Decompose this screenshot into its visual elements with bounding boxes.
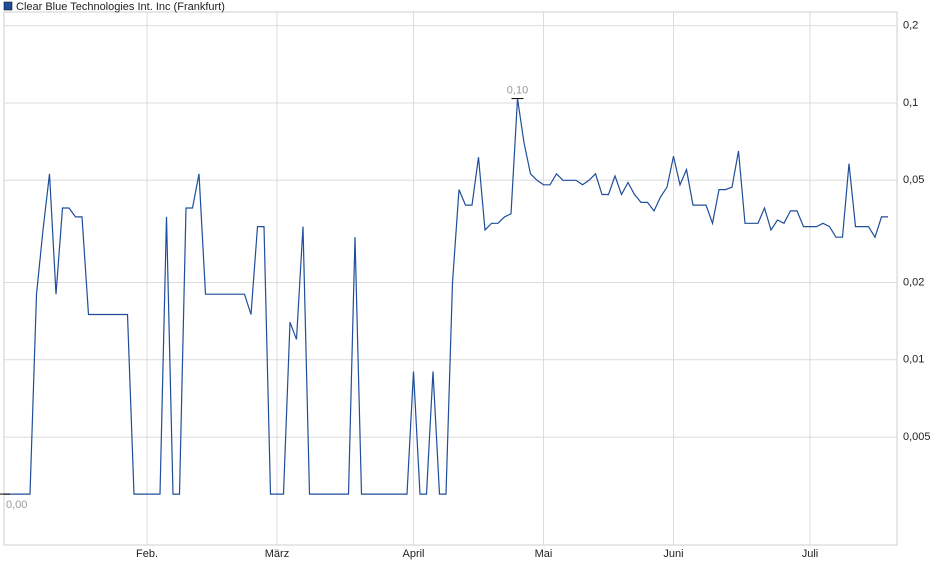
x-tick-label: März [265, 548, 289, 560]
x-tick-label: Feb. [136, 548, 158, 560]
value-label: 0,10 [507, 84, 528, 96]
price-line [4, 98, 888, 495]
x-tick-label: Juli [802, 548, 819, 560]
y-tick-label: 0,005 [903, 431, 931, 443]
legend-label: Clear Blue Technologies Int. Inc (Frankf… [16, 1, 225, 13]
y-tick-label: 0,1 [903, 97, 918, 109]
legend-swatch [3, 1, 13, 11]
y-tick-label: 0,2 [903, 20, 918, 32]
y-tick-label: 0,02 [903, 276, 924, 288]
x-tick-label: Juni [663, 548, 683, 560]
x-tick-label: April [402, 548, 424, 560]
x-tick-label: Mai [535, 548, 553, 560]
y-tick-label: 0,05 [903, 174, 924, 186]
value-label: 0,00 [6, 499, 27, 511]
y-tick-label: 0,01 [903, 354, 924, 366]
plot-frame [3, 11, 898, 546]
